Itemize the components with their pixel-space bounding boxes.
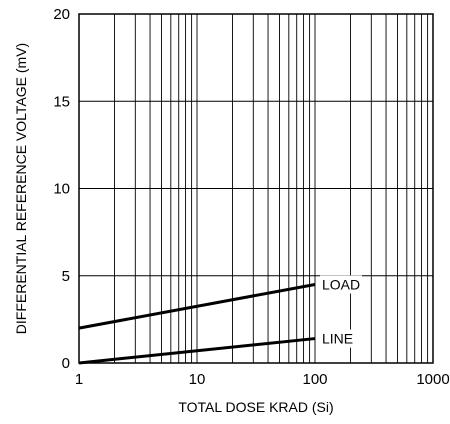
y-tick-label: 0 xyxy=(62,355,70,372)
series-labels: LOAD LINE xyxy=(320,275,362,348)
x-tick-label: 10 xyxy=(189,371,206,388)
y-tick-label: 15 xyxy=(53,93,70,110)
y-tick-label: 10 xyxy=(53,181,70,198)
series-label-line: LINE xyxy=(322,331,353,347)
y-tick-label: 20 xyxy=(53,6,70,23)
x-tick-label: 1 xyxy=(75,371,83,388)
series-line-load xyxy=(78,282,316,330)
x-tick-label: 100 xyxy=(302,371,327,388)
grid xyxy=(79,14,433,363)
series-line-line xyxy=(78,337,316,365)
y-tick-label: 5 xyxy=(62,268,70,285)
series-label-background xyxy=(320,329,362,348)
series-lines xyxy=(78,282,316,365)
tick-labels: 0 5 10 15 20 1 10 100 1000 xyxy=(53,6,449,388)
plot-frame xyxy=(78,13,434,364)
x-axis-label: TOTAL DOSE KRAD (Si) xyxy=(178,399,333,415)
series-label-load: LOAD xyxy=(322,276,360,292)
x-tick-label: 1000 xyxy=(416,371,449,388)
series-label-background xyxy=(320,275,362,294)
y-axis-label: DIFFERENTIAL REFERENCE VOLTAGE (mV) xyxy=(13,43,29,334)
